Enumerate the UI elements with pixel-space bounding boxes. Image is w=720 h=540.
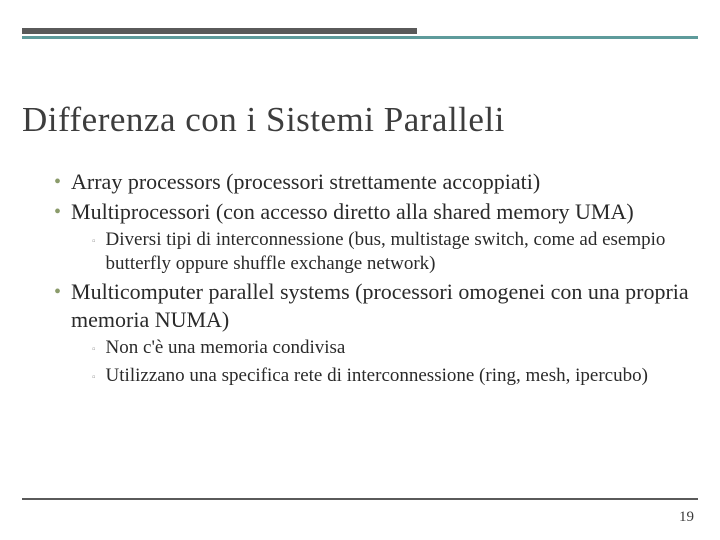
slide-title: Differenza con i Sistemi Paralleli bbox=[22, 100, 698, 140]
bullet-dot-icon: • bbox=[54, 278, 61, 306]
top-decorative-border bbox=[22, 28, 698, 44]
bullet-square-icon: ▫ bbox=[92, 366, 96, 390]
bullet-item: • Multiprocessori (con accesso diretto a… bbox=[54, 198, 698, 226]
bullet-dot-icon: • bbox=[54, 198, 61, 226]
sub-bullet-item: ▫ Non c'è una memoria condivisa bbox=[92, 336, 698, 362]
bullet-item: • Array processors (processori strettame… bbox=[54, 168, 698, 196]
bottom-divider-line bbox=[22, 498, 698, 500]
sub-bullet-text: Non c'è una memoria condivisa bbox=[106, 336, 346, 360]
bullet-square-icon: ▫ bbox=[92, 230, 96, 254]
bullet-square-icon: ▫ bbox=[92, 338, 96, 362]
bullet-text: Multicomputer parallel systems (processo… bbox=[71, 278, 698, 334]
bullet-item: • Multicomputer parallel systems (proces… bbox=[54, 278, 698, 334]
top-border-teal-line bbox=[22, 36, 698, 39]
sub-bullet-text: Diversi tipi di interconnessione (bus, m… bbox=[106, 228, 698, 276]
page-number: 19 bbox=[679, 509, 694, 526]
sub-bullet-text: Utilizzano una specifica rete di interco… bbox=[106, 364, 648, 388]
bullet-text: Array processors (processori strettament… bbox=[71, 168, 540, 196]
top-border-dark-segment bbox=[22, 28, 417, 34]
bullet-text: Multiprocessori (con accesso diretto all… bbox=[71, 198, 634, 226]
bullet-dot-icon: • bbox=[54, 168, 61, 196]
sub-bullet-item: ▫ Utilizzano una specifica rete di inter… bbox=[92, 364, 698, 390]
slide-content: Differenza con i Sistemi Paralleli • Arr… bbox=[22, 100, 698, 392]
sub-bullet-item: ▫ Diversi tipi di interconnessione (bus,… bbox=[92, 228, 698, 276]
